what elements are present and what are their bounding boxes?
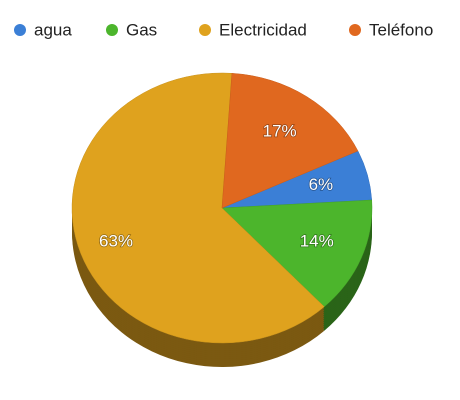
legend-swatch — [14, 24, 26, 36]
slice-label: 17% — [263, 122, 297, 141]
legend: agua Gas Electricidad Teléfono — [14, 20, 433, 39]
legend-swatch — [199, 24, 211, 36]
slice-label: 6% — [309, 175, 334, 194]
slice — [221, 73, 359, 209]
legend-swatch — [349, 24, 361, 36]
legend-label: agua — [34, 20, 72, 39]
slice — [71, 72, 325, 344]
legend-label: Electricidad — [219, 20, 307, 39]
slice-label: 63% — [99, 231, 133, 250]
slice — [221, 199, 373, 308]
slice-label: 14% — [300, 232, 334, 251]
pie: 6% 14% 63% 17% — [71, 72, 373, 367]
legend-swatch — [106, 24, 118, 36]
legend-label: Teléfono — [369, 20, 433, 39]
legend-label: Gas — [126, 20, 157, 39]
